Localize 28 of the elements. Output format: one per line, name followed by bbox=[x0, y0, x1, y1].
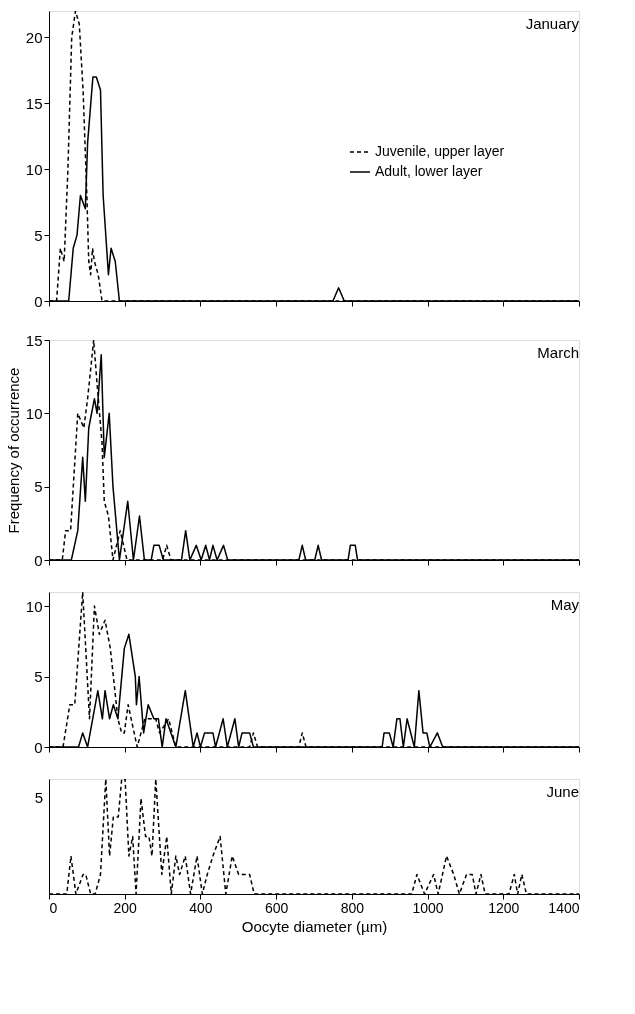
legend-label: Adult, lower layer bbox=[375, 163, 483, 179]
x-tick-label: 0 bbox=[49, 899, 58, 916]
legend-label: Juvenile, upper layer bbox=[375, 143, 505, 159]
chart-title: June bbox=[546, 783, 579, 800]
y-tick-label: 0 bbox=[34, 551, 43, 569]
y-tick-label: 10 bbox=[25, 160, 43, 178]
chart-title: May bbox=[550, 596, 580, 613]
chart-title: March bbox=[537, 344, 579, 361]
x-tick-label: 1400 bbox=[548, 899, 580, 916]
y-tick-label: 10 bbox=[25, 404, 43, 422]
y-tick-label: 0 bbox=[34, 738, 43, 756]
x-tick-label: 800 bbox=[340, 899, 365, 916]
y-axis-title: Frequency of occurrence bbox=[4, 367, 22, 534]
x-tick-label: 1200 bbox=[488, 899, 520, 916]
y-tick-label: 20 bbox=[25, 28, 43, 46]
y-tick-label: 10 bbox=[25, 597, 43, 615]
x-axis-title: Oocyte diameter (µm) bbox=[241, 917, 388, 935]
y-tick-label: 5 bbox=[34, 668, 43, 686]
x-tick-label: 600 bbox=[264, 899, 289, 916]
x-tick-label: 1000 bbox=[412, 899, 444, 916]
y-tick-label: 15 bbox=[25, 94, 43, 112]
y-tick-label: 5 bbox=[34, 226, 43, 244]
x-tick-label: 200 bbox=[113, 899, 138, 916]
y-tick-label: 0 bbox=[34, 292, 43, 310]
chart-title: January bbox=[525, 15, 580, 32]
x-tick-label: 400 bbox=[189, 899, 213, 916]
y-tick-label: 5 bbox=[34, 478, 43, 496]
y-tick-label: 15 bbox=[25, 331, 43, 349]
